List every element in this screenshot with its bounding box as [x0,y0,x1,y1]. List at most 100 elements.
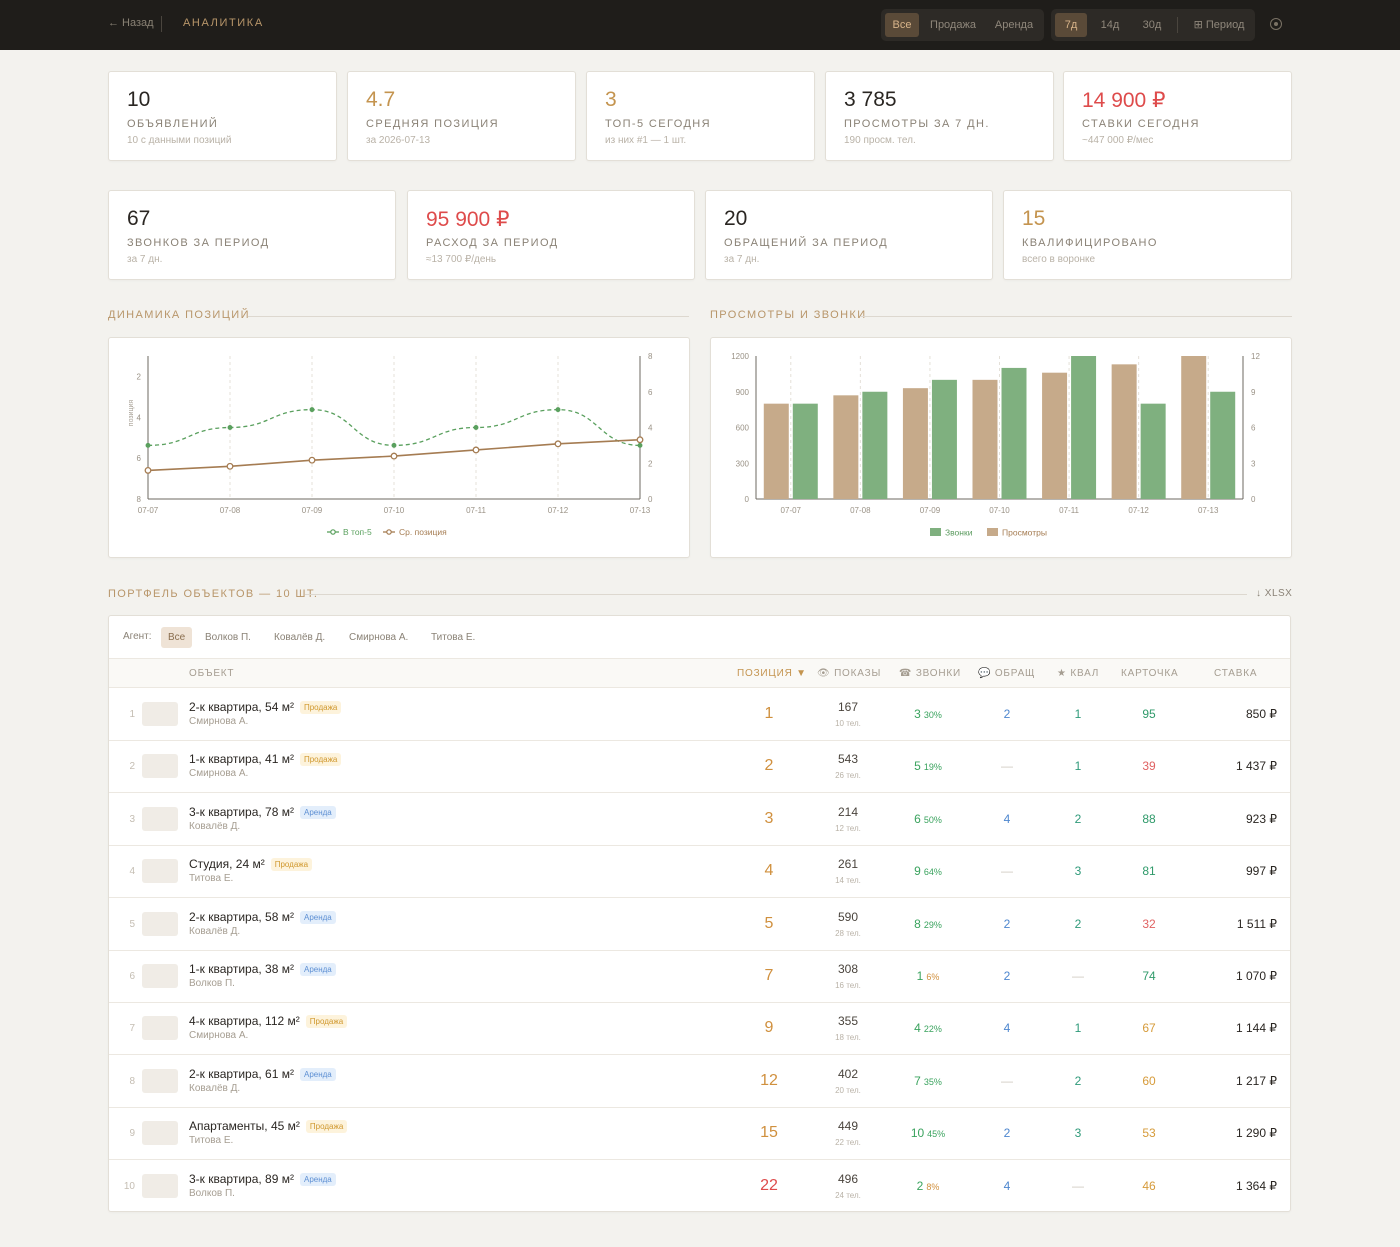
bid-value: 1 437 ₽ [1236,759,1277,774]
bid-value: 1 290 ₽ [1236,1126,1277,1141]
col-bid[interactable]: СТАВКА [1214,668,1258,679]
agent-filter-titova[interactable]: Титова Е. [431,632,476,643]
agent-filter-volkov[interactable]: Волков П. [205,632,251,643]
col-card[interactable]: КАРТОЧКА [1121,668,1179,679]
listing-title[interactable]: 1-к квартира, 41 м² Продажа [189,752,342,767]
table-row[interactable]: 6 1-к квартира, 38 м² Аренда Волков П. 7 308 1… [109,950,1290,1003]
requests-value: 2 [1003,1126,1011,1141]
divider [1177,17,1178,33]
position-value: 22 [760,1176,778,1194]
position-value: 1 [764,705,774,722]
card-score: 32 [1142,916,1156,931]
col-calls[interactable]: ☎ ЗВОНКИ [899,668,962,679]
listing-thumbnail[interactable] [142,859,178,884]
listing-thumbnail[interactable] [142,1173,178,1198]
listing-title-text: Апартаменты, 45 м² [189,1119,300,1134]
legend-swatch [987,528,998,536]
stat-card-qualified: 15 КВАЛИФИЦИРОВАНО всего в воронке [1003,190,1292,280]
listing-thumbnail[interactable] [142,806,178,831]
qualified-value: 2 [1074,811,1082,826]
data-point [636,436,644,444]
listing-thumbnail[interactable] [142,911,178,936]
col-object[interactable]: ОБЪЕКТ [189,668,235,679]
type-filter-all[interactable]: Все [885,13,919,37]
table-row[interactable]: 2 1-к квартира, 41 м² Продажа Смирнова А. 2 5… [109,740,1290,794]
bar-calls [1140,403,1166,499]
section-title-positions: ДИНАМИКА ПОЗИЦИЙ [108,309,250,321]
listing-title[interactable]: 2-к квартира, 54 м² Продажа [189,700,342,714]
listing-agent: Волков П. [189,1187,235,1199]
y-tick-label-right: 3 [1251,459,1256,468]
section-title-views-calls: ПРОСМОТРЫ И ЗВОНКИ [710,309,867,321]
card-score: 39 [1142,759,1156,774]
card-score: 67 [1142,1021,1156,1036]
col-position[interactable]: ПОЗИЦИЯ ▼ [737,668,807,679]
requests-value: 4 [1003,1178,1011,1193]
custom-period-button[interactable]: ⊞ Период [1193,19,1245,31]
y-tick-label-left: 300 [736,459,750,468]
qualified-value: 1 [1074,1021,1082,1036]
listing-title[interactable]: 1-к квартира, 38 м² Аренда [189,962,336,976]
listing-thumbnail[interactable] [142,964,178,988]
y-tick-label-right: 6 [1251,424,1256,433]
table-row[interactable]: 9 Апартаменты, 45 м² Продажа Титова Е. 15 449… [109,1107,1290,1161]
phone-views-value: 26 тел. [835,771,861,781]
period-7d[interactable]: 7д [1055,13,1087,37]
table-row[interactable]: 8 2-к квартира, 61 м² Аренда Ковалёв Д. 12 40… [109,1055,1290,1108]
listing-title[interactable]: 4-к квартира, 112 м² Продажа [189,1014,348,1029]
listing-thumbnail[interactable] [142,1016,178,1041]
period-30d[interactable]: 30д [1142,19,1162,31]
listing-title[interactable]: 2-к квартира, 58 м² Аренда [189,910,336,924]
bar-views [1042,372,1068,499]
col-views[interactable]: 👁 ПОКАЗЫ [817,668,882,679]
calls-value: 8 [914,916,921,931]
x-tick-label: 07-10 [384,506,405,515]
requests-value: 4 [1003,1021,1011,1036]
agent-filter-smirnova[interactable]: Смирнова А. [349,632,409,643]
position-value: 15 [760,1124,778,1142]
divider [248,316,689,317]
listing-title[interactable]: 2-к квартира, 61 м² Аренда [189,1067,336,1081]
listing-agent: Смирнова А. [189,716,249,727]
type-filter-rent[interactable]: Аренда [994,19,1034,31]
table-header: ОБЪЕКТ ПОЗИЦИЯ ▼ 👁 ПОКАЗЫ ☎ ЗВОНКИ 💬 ОБР… [109,658,1290,688]
table-row[interactable]: 10 3-к квартира, 89 м² Аренда Волков П. 22 49… [109,1160,1290,1213]
listing-thumbnail[interactable] [142,1121,178,1146]
bar-calls [1001,367,1027,499]
back-link[interactable]: ← Назад [108,17,154,29]
row-index: 10 [123,1180,135,1192]
table-row[interactable]: 7 4-к квартира, 112 м² Продажа Смирнова А. 9… [109,1002,1290,1056]
legend-swatch [930,528,941,536]
listing-title[interactable]: Апартаменты, 45 м² Продажа [189,1119,348,1134]
data-point [309,407,315,413]
export-xlsx-button[interactable]: ↓ XLSX [1256,588,1293,599]
listing-thumbnail[interactable] [142,702,178,726]
table-row[interactable]: 4 Студия, 24 м² Продажа Титова Е. 4 261 14 тел… [109,845,1290,899]
period-14d[interactable]: 14д [1100,19,1120,31]
agent-filter-all[interactable]: Все [161,627,193,648]
col-requests[interactable]: 💬 ОБРАЩ [978,668,1036,679]
card-score: 53 [1142,1126,1156,1141]
bid-value: 923 ₽ [1246,811,1277,826]
listing-title-text: 2-к квартира, 58 м² [189,909,294,924]
y-tick-label-right: 8 [648,352,653,361]
listing-thumbnail[interactable] [142,754,178,779]
gear-icon[interactable] [1270,18,1282,30]
table-row[interactable]: 3 3-к квартира, 78 м² Аренда Ковалёв Д. 3 214… [109,793,1290,846]
table-row[interactable]: 5 2-к квартира, 58 м² Аренда Ковалёв Д. 5 590… [109,898,1290,951]
top-bar: ← Назад АНАЛИТИКА Все Продажа Аренда 7д … [0,0,1400,50]
col-qualified[interactable]: ★ КВАЛ [1057,668,1100,679]
phone-views-value: 20 тел. [835,1085,861,1095]
listing-title[interactable]: 3-к квартира, 89 м² Аренда [189,1172,336,1186]
listing-title[interactable]: Студия, 24 м² Продажа [189,857,313,872]
table-row[interactable]: 1 2-к квартира, 54 м² Продажа Смирнова А. 1 1… [109,688,1290,741]
calls-value: 5 [914,759,921,774]
agent-filter-kovalev[interactable]: Ковалёв Д. [274,632,326,643]
deal-type-badge: Продажа [305,1120,348,1134]
type-filter-sale[interactable]: Продажа [930,19,976,31]
requests-value: — [1001,759,1013,774]
listing-thumbnail[interactable] [142,1068,178,1093]
calls-cell: 4 22% [889,1021,967,1035]
views-value: 261 [837,857,859,872]
listing-title[interactable]: 3-к квартира, 78 м² Аренда [189,805,336,819]
